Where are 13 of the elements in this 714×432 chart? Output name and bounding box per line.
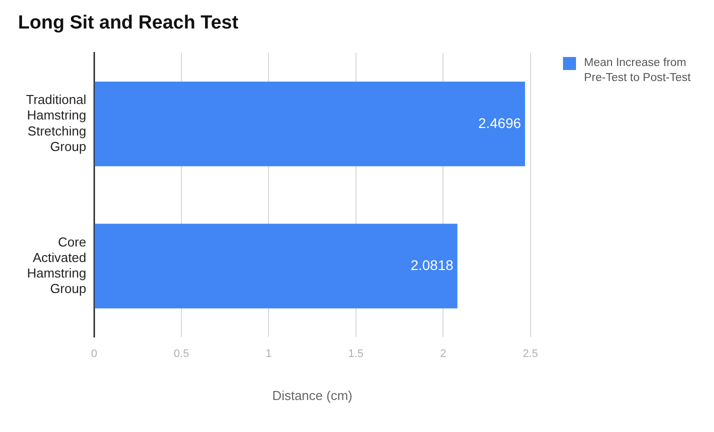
x-tick-label: 2.5 [522, 348, 538, 360]
x-axis-title: Distance (cm) [272, 388, 352, 403]
x-tick-label: 1.5 [348, 348, 364, 360]
y-tick-label: Traditional Hamstring Stretching Group [26, 92, 86, 154]
data-label: 2.0818 [410, 256, 454, 273]
y-tick-label: Core Activated Hamstring Group [26, 234, 86, 296]
x-tick-label: 0.5 [174, 348, 190, 360]
legend-label: Mean Increase from Pre-Test to Post-Test [584, 56, 692, 86]
data-label: 2.4696 [478, 114, 522, 131]
x-tick-label: 2 [440, 348, 446, 360]
x-tick-label: 0 [91, 348, 98, 360]
x-tick-label: 1 [266, 348, 272, 360]
chart-title: Long Sit and Reach Test [18, 12, 239, 34]
